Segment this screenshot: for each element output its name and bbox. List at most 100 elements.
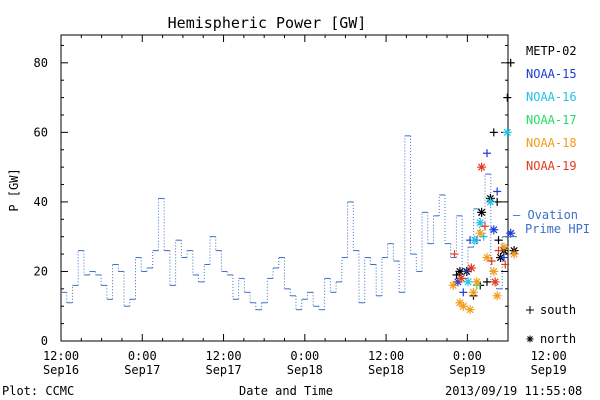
- x-tick-label-date: Sep17: [205, 363, 241, 377]
- x-tick-label-date: Sep18: [287, 363, 323, 377]
- plot-credit: Plot: CCMC: [2, 384, 74, 398]
- south-marker: [487, 257, 496, 266]
- north-marker: [456, 273, 466, 283]
- north-marker-stroke: [486, 198, 494, 206]
- south-marker: [506, 58, 515, 67]
- north-marker-stroke: [466, 306, 474, 314]
- north-marker: [477, 207, 487, 217]
- south-marker: [450, 250, 459, 259]
- north-marker: [465, 305, 475, 315]
- north-marker: [463, 277, 473, 287]
- y-axis-label: P [GW]: [7, 168, 21, 211]
- north-marker: [475, 218, 485, 228]
- legend-entry: NOAA-15: [526, 67, 577, 81]
- x-tick-label-date: Sep19: [449, 363, 485, 377]
- north-marker: [502, 127, 512, 137]
- north-marker-stroke: [473, 278, 481, 286]
- y-tick-label: 80: [34, 56, 48, 70]
- ovation-legend-label: — Ovation: [513, 208, 578, 222]
- north-marker-stroke: [464, 278, 472, 286]
- north-marker: [482, 253, 492, 263]
- north-marker: [466, 263, 476, 273]
- south-marker: [483, 277, 492, 286]
- north-marker-stroke: [503, 128, 511, 136]
- legend-entry: NOAA-18: [526, 136, 577, 150]
- north-marker-stroke: [476, 229, 484, 237]
- x-tick-label-date: Sep19: [531, 363, 567, 377]
- north-marker-stroke: [491, 278, 499, 286]
- legend-north-symbol: [526, 335, 534, 343]
- legend-entry: NOAA-19: [526, 159, 577, 173]
- north-marker: [475, 228, 485, 238]
- north-marker: [490, 277, 500, 287]
- north-marker-stroke: [477, 208, 486, 216]
- north-marker: [448, 280, 458, 290]
- north-marker-stroke: [510, 250, 518, 258]
- north-marker: [489, 266, 499, 276]
- south-marker: [480, 222, 489, 231]
- north-marker-stroke: [467, 264, 476, 272]
- x-tick-label-time: 0:00: [128, 349, 157, 363]
- south-marker: [494, 236, 503, 245]
- north-marker-stroke: [469, 288, 478, 296]
- south-marker: [494, 246, 503, 255]
- x-tick-label-time: 12:00: [43, 349, 79, 363]
- legend-entry: NOAA-17: [526, 113, 577, 127]
- north-marker: [477, 162, 487, 172]
- x-tick-label-time: 0:00: [290, 349, 319, 363]
- x-tick-label-time: 12:00: [531, 349, 567, 363]
- x-tick-label-date: Sep18: [368, 363, 404, 377]
- north-marker: [499, 242, 509, 252]
- north-marker: [458, 301, 468, 311]
- north-marker-stroke: [476, 219, 484, 227]
- north-marker-stroke: [471, 236, 479, 244]
- legend-marker-label: south: [540, 303, 576, 317]
- x-tick-label-time: 0:00: [453, 349, 482, 363]
- south-marker: [462, 267, 471, 276]
- north-marker-stroke: [459, 302, 467, 310]
- y-tick-label: 40: [34, 195, 48, 209]
- legend-north-symbol-stroke: [527, 336, 533, 342]
- south-marker: [503, 93, 512, 102]
- north-marker: [485, 197, 495, 207]
- north-marker-stroke: [456, 267, 464, 276]
- south-marker: [499, 253, 508, 262]
- north-marker-stroke: [483, 253, 491, 262]
- north-marker-stroke: [477, 163, 486, 171]
- north-marker-stroke: [456, 299, 464, 307]
- legend-south-symbol: [526, 306, 534, 314]
- legend-entry: NOAA-16: [526, 90, 577, 104]
- north-marker: [468, 287, 478, 297]
- south-marker: [493, 187, 502, 196]
- chart-title: Hemispheric Power [GW]: [168, 14, 367, 32]
- north-marker-stroke: [449, 281, 457, 289]
- plot-timestamp: 2013/09/19 11:55:08: [445, 384, 582, 398]
- north-marker: [472, 277, 482, 287]
- plot-area: 02040608012:00Sep160:00Sep1712:00Sep170:…: [34, 34, 567, 377]
- x-tick-label-date: Sep17: [124, 363, 160, 377]
- north-marker-stroke: [490, 226, 498, 234]
- south-marker: [459, 288, 468, 297]
- north-marker-stroke: [493, 292, 501, 300]
- north-marker-stroke: [457, 274, 465, 283]
- x-tick-label-time: 12:00: [368, 349, 404, 363]
- y-tick-label: 60: [34, 125, 48, 139]
- south-marker: [483, 149, 492, 158]
- y-tick-label: 20: [34, 264, 48, 278]
- north-marker: [509, 249, 519, 259]
- north-marker: [489, 225, 499, 235]
- south-marker: [452, 270, 461, 279]
- south-marker: [489, 128, 498, 137]
- south-marker: [501, 260, 510, 269]
- north-marker: [492, 291, 502, 301]
- legend-entry: METP-02: [526, 44, 577, 58]
- north-marker-stroke: [490, 267, 498, 276]
- x-tick-label-date: Sep16: [43, 363, 79, 377]
- x-tick-label-time: 12:00: [205, 349, 241, 363]
- north-marker-stroke: [500, 243, 508, 251]
- y-tick-label: 0: [41, 334, 48, 348]
- ovation-legend-label: Prime HPI: [525, 222, 590, 236]
